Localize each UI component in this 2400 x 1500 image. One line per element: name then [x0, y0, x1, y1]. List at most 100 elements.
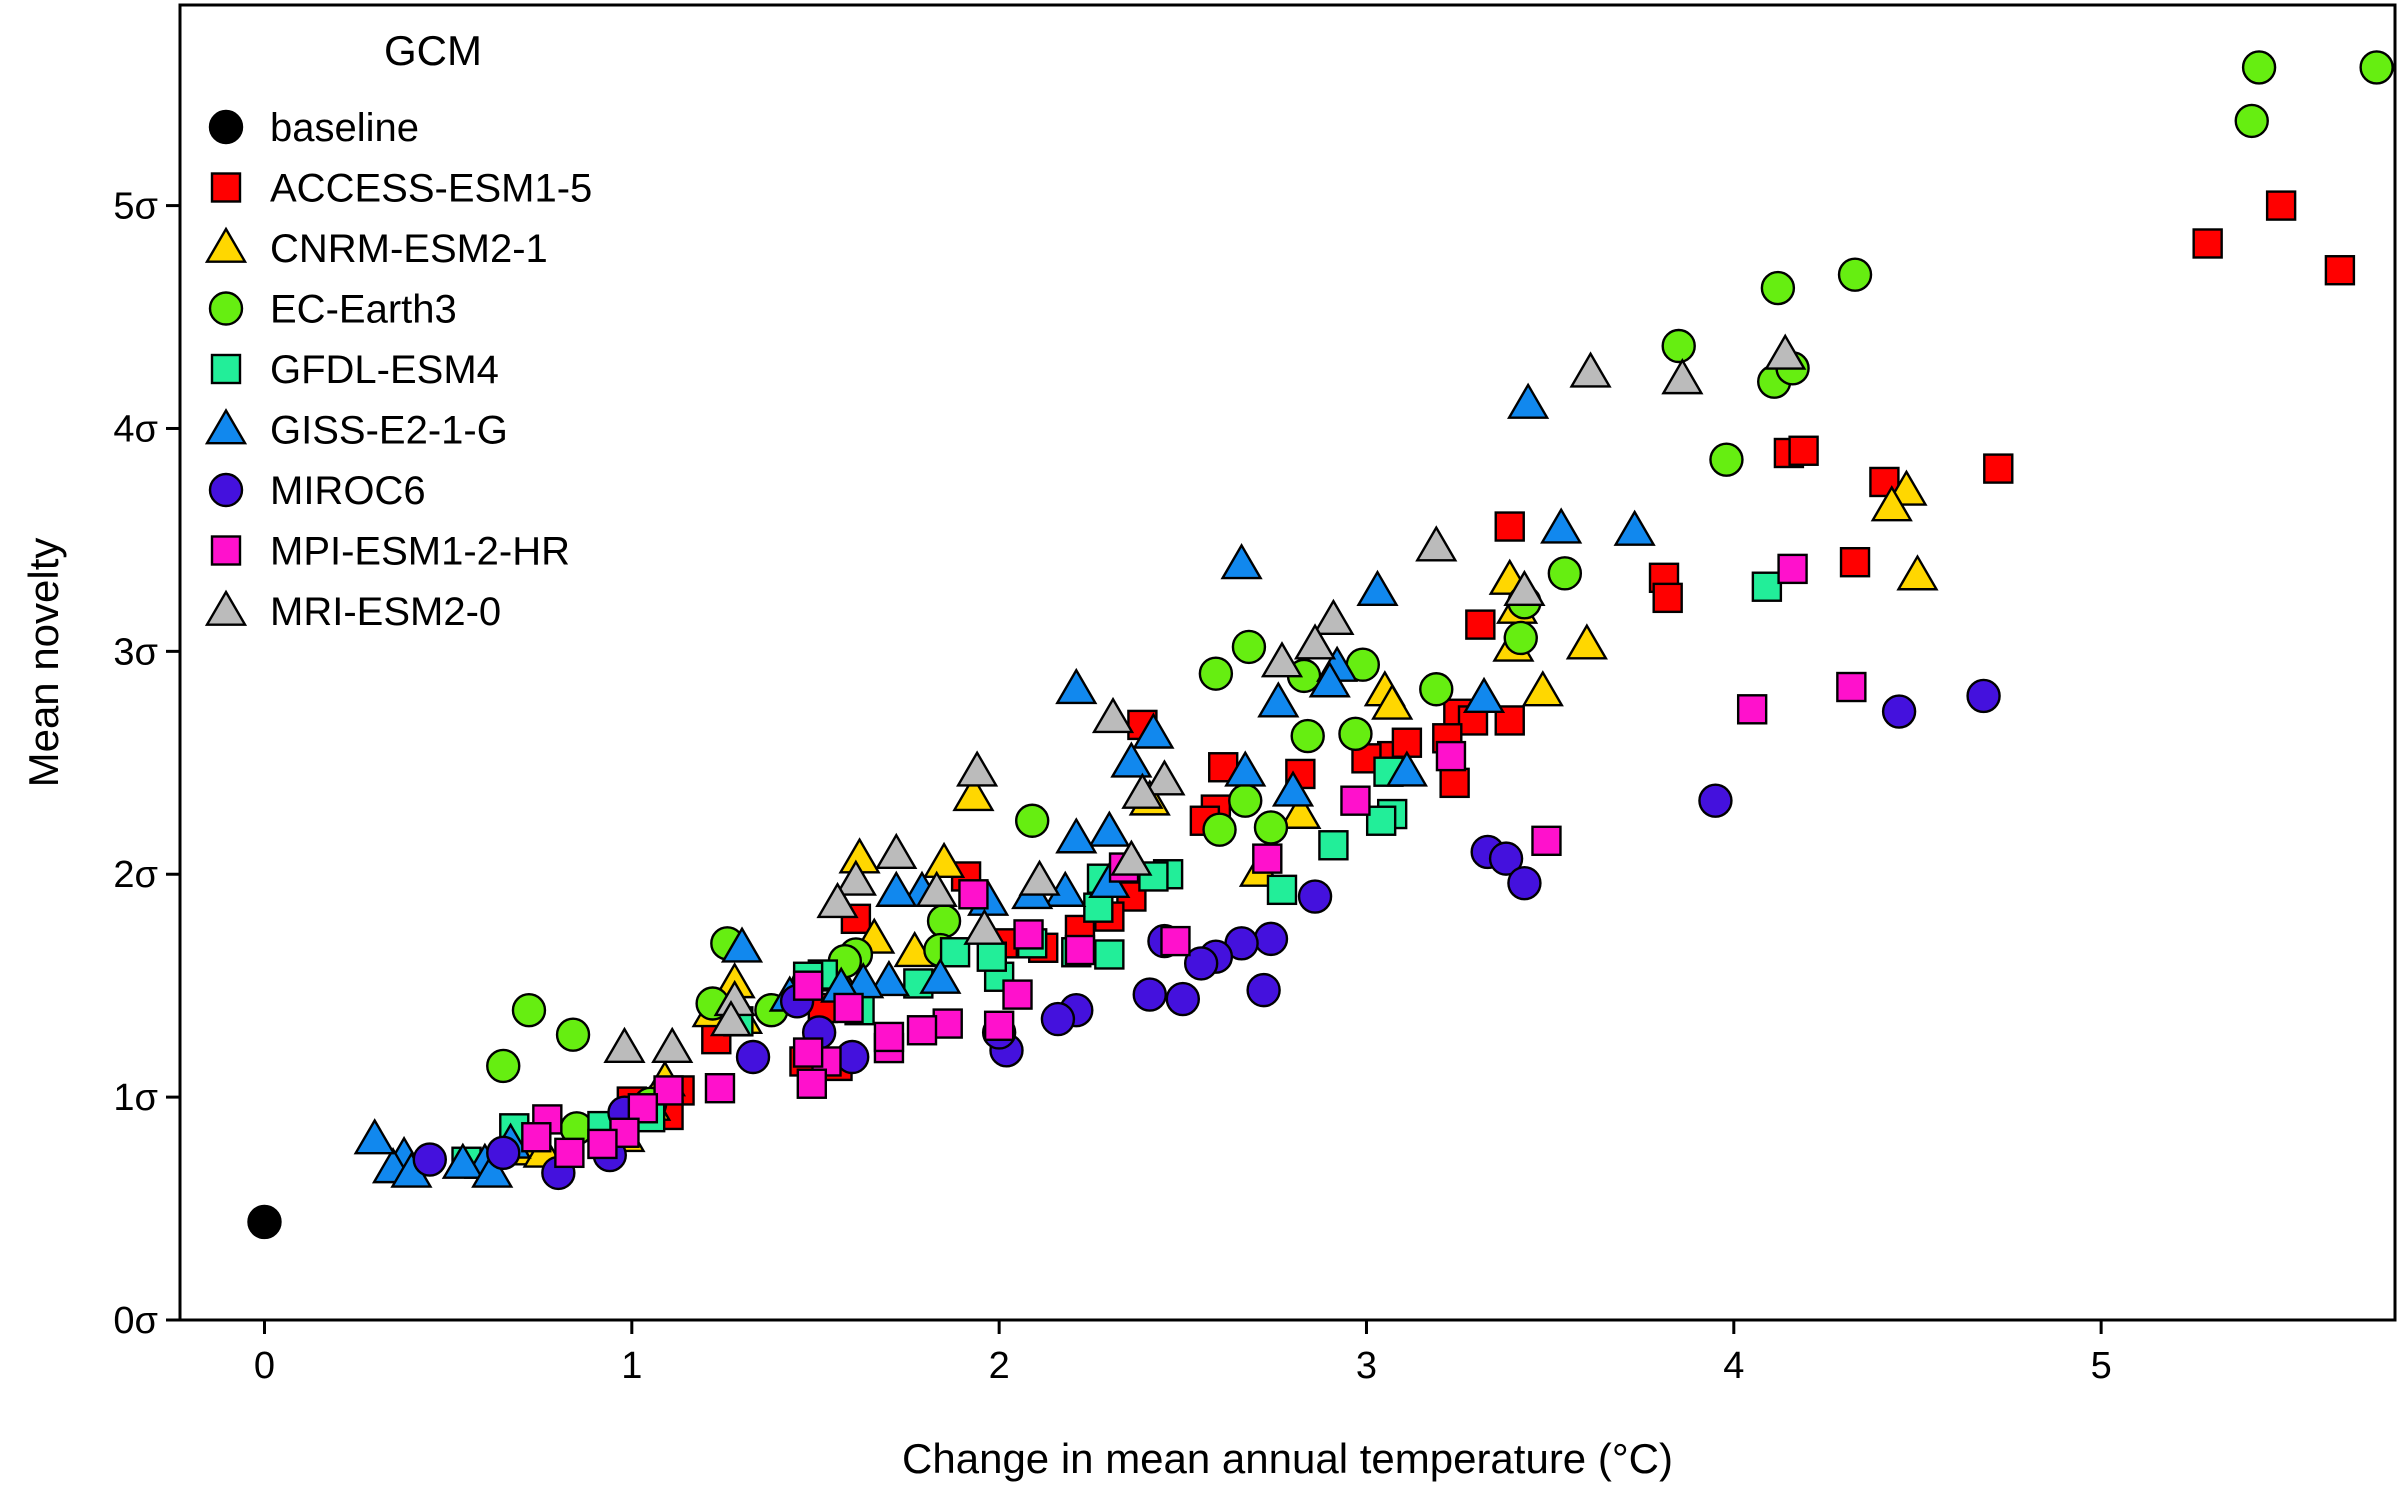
data-point: [983, 1010, 1015, 1041]
data-point: [720, 926, 764, 963]
data-point: [919, 957, 962, 994]
data-point: [1613, 509, 1656, 546]
data-point: [1231, 629, 1267, 665]
legend-marker: [204, 589, 248, 626]
data-point: [1435, 740, 1467, 772]
data-point: [1896, 554, 1939, 591]
data-point: [1202, 812, 1237, 847]
y-axis: 0σ 1σ 2σ 3σ 4σ 5σ: [113, 186, 180, 1342]
data-point: [1183, 946, 1219, 981]
data-point: [1091, 696, 1135, 734]
data-point: [1521, 670, 1564, 707]
data-point: [1661, 358, 1704, 395]
data-point: [1507, 865, 1542, 901]
data-point: [1338, 716, 1373, 752]
data-point: [554, 1137, 585, 1169]
data-point: [1138, 861, 1169, 892]
data-point: [1698, 783, 1733, 818]
data-point: [1055, 817, 1098, 854]
series-mpi-esm1-2-hr: [521, 553, 1867, 1169]
legend-marker: [204, 226, 248, 263]
data-point: [587, 1128, 618, 1160]
data-point: [511, 992, 547, 1028]
legend-marker: [208, 472, 244, 508]
legend-marker: [208, 291, 244, 326]
data-point: [1253, 921, 1289, 957]
legend-item: EC-Earth3: [208, 288, 457, 332]
data-point: [1165, 981, 1201, 1017]
data-point: [353, 1118, 396, 1155]
data-point: [932, 1008, 963, 1039]
data-point: [1257, 681, 1300, 718]
legend-marker: [208, 109, 244, 145]
data-point: [1777, 553, 1808, 585]
data-point: [441, 1142, 484, 1179]
legend-marker: [210, 353, 242, 385]
data-point: [1252, 843, 1283, 874]
data-point: [956, 750, 999, 787]
data-point: [2234, 103, 2269, 139]
data-point: [2241, 50, 2277, 85]
y-tick-label: 0σ: [113, 1300, 158, 1342]
data-point: [1297, 879, 1333, 914]
data-point: [1132, 977, 1167, 1012]
legend-marker: [204, 408, 248, 445]
series-baseline: [247, 1204, 282, 1240]
data-point: [906, 1015, 938, 1046]
data-point: [1365, 805, 1397, 836]
x-axis: 0 1 2 3 4 5: [254, 1320, 2112, 1387]
x-tick-label: 5: [2091, 1345, 2112, 1387]
data-point: [1503, 569, 1546, 607]
data-point: [1983, 453, 2014, 484]
data-point: [1547, 556, 1583, 591]
data-point: [939, 937, 971, 968]
y-tick-label: 5σ: [113, 186, 158, 228]
data-point: [1356, 569, 1399, 607]
x-tick-label: 4: [1723, 1345, 1744, 1387]
legend-label: baseline: [270, 106, 419, 150]
data-point: [1271, 770, 1315, 807]
data-point: [603, 1026, 646, 1063]
data-point: [521, 1122, 552, 1153]
data-point: [1094, 939, 1125, 970]
data-point: [1966, 678, 2001, 714]
legend-title: GCM: [384, 27, 482, 74]
data-point: [1709, 442, 1744, 477]
data-point: [952, 774, 995, 812]
data-point: [834, 859, 877, 896]
series-mri-esm2-0: [603, 333, 1807, 1063]
data-point: [1279, 792, 1322, 829]
data-point: [1293, 623, 1337, 660]
data-point: [792, 970, 824, 1001]
data-point: [555, 1017, 591, 1052]
data-point: [816, 881, 859, 919]
data-point: [735, 1039, 771, 1075]
legend: GCM baseline ACCESS-ESM1-5 CNRM-ESM2-1 EC-E…: [204, 27, 592, 634]
data-point: [1836, 671, 1867, 703]
legend-marker: [210, 172, 242, 203]
legend-item: MPI-ESM1-2-HR: [210, 530, 570, 574]
data-point: [1488, 841, 1524, 876]
data-point: [1652, 582, 1683, 614]
data-point: [651, 1026, 694, 1063]
data-point: [1143, 759, 1186, 796]
data-point: [922, 841, 966, 878]
data-point: [1224, 750, 1267, 787]
legend-label: GISS-E2-1-G: [270, 409, 508, 453]
data-point: [1198, 656, 1234, 691]
data-point: [963, 908, 1006, 945]
x-tick-label: 2: [989, 1345, 1010, 1387]
data-point: [875, 832, 918, 870]
data-point: [247, 1204, 282, 1240]
data-point: [915, 870, 958, 907]
data-point: [1260, 641, 1304, 678]
data-point: [1002, 979, 1033, 1010]
data-point: [1415, 525, 1458, 562]
x-axis-title: Change in mean annual temperature (°C): [902, 1435, 1673, 1482]
data-point: [1266, 874, 1298, 906]
data-point: [1121, 772, 1164, 809]
data-point: [796, 1068, 828, 1099]
data-point: [1870, 485, 1913, 522]
data-point: [833, 992, 864, 1024]
